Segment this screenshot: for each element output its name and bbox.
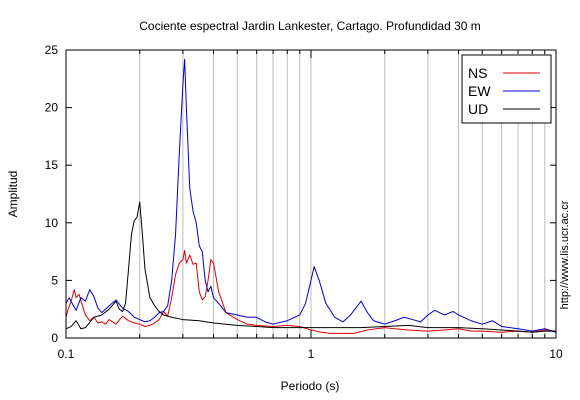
y-tick-label: 25: [45, 43, 59, 57]
x-tick-label: 1: [308, 347, 315, 361]
legend-label-ns: NS: [468, 65, 487, 81]
x-tick-label: 10: [549, 347, 563, 361]
series-line-ew: [65, 58, 557, 333]
legend-label-ew: EW: [468, 83, 491, 99]
website-label: http://www.lis.ucr.ac.cr: [559, 200, 571, 309]
legend: NS EW UD: [461, 54, 552, 124]
legend-label-ud: UD: [468, 101, 488, 117]
axes: 0 5 10 15 20 25 0.1 1 10: [45, 43, 563, 361]
chart-title: Cociente espectral Jardin Lankester, Car…: [139, 19, 481, 33]
series-lines: [65, 58, 557, 334]
y-tick-label: 15: [45, 158, 59, 172]
series-line-ns: [65, 249, 557, 334]
y-tick-label: 20: [45, 101, 59, 115]
x-tick-label: 0.1: [58, 347, 75, 361]
y-tick-label: 10: [45, 216, 59, 230]
y-tick-label: 5: [51, 273, 58, 287]
x-axis-label: Periodo (s): [281, 379, 340, 393]
legend-box: [461, 54, 552, 124]
series-line-ud: [65, 201, 556, 333]
y-tick-label: 0: [51, 331, 58, 345]
y-axis-label: Amplitud: [6, 171, 20, 218]
